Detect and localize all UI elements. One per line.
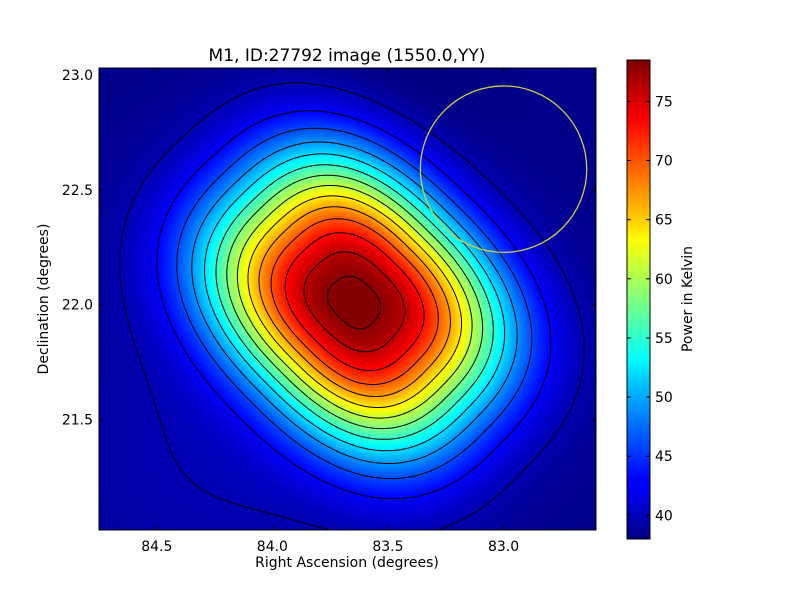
y-tick-label: 22.5 <box>62 183 93 199</box>
colorbar-tick-label: 45 <box>655 449 673 465</box>
colorbar-gradient <box>627 60 650 539</box>
colorbar-label: Power in Kelvin <box>680 246 696 352</box>
y-tick-label: 23.0 <box>62 68 93 84</box>
colorbar-tick-label: 50 <box>655 390 673 406</box>
y-axis: 21.5 22.0 22.5 23.0 <box>62 68 596 429</box>
colorbar-tick-label: 65 <box>655 213 673 229</box>
x-tick-label: 83.5 <box>372 539 403 555</box>
contour-line <box>284 232 425 372</box>
chart-title: M1, ID:27792 image (1550.0,YY) <box>209 46 486 66</box>
contour-line <box>215 164 494 440</box>
y-axis-label: Declination (degrees) <box>36 224 52 375</box>
heatmap-image <box>99 68 596 530</box>
colorbar-tick-label: 60 <box>655 272 673 288</box>
contour-line <box>156 110 552 500</box>
colorbar-tick-label: 70 <box>655 154 673 170</box>
contour-line <box>247 195 462 408</box>
colorbar-tick-label: 55 <box>655 331 673 347</box>
y-tick-label: 22.0 <box>62 298 93 314</box>
colorbar-tick-label: 75 <box>655 94 673 110</box>
x-tick-label: 84.0 <box>257 539 288 555</box>
colorbar-tick-label: 40 <box>655 508 673 524</box>
contour-line <box>119 82 585 530</box>
colorbar-frame <box>626 59 651 540</box>
contour-line <box>258 206 451 397</box>
contour-line <box>191 141 518 464</box>
contour-line <box>204 153 506 452</box>
plot-frame <box>98 67 597 531</box>
x-tick-label: 83.0 <box>488 539 519 555</box>
contour-line <box>326 275 381 330</box>
heatmap-area <box>98 67 597 531</box>
colorbar-ticks: 40 45 50 55 60 65 70 75 <box>627 94 673 524</box>
x-axis-label: Right Ascension (degrees) <box>255 555 439 571</box>
x-tick-label: 84.5 <box>141 539 172 555</box>
colorbar: 40 45 50 55 60 65 70 75 Power in Kelvin <box>626 59 696 540</box>
contour-line <box>236 185 473 419</box>
x-axis: 84.5 84.0 83.5 83.0 <box>141 68 519 555</box>
y-tick-label: 21.5 <box>62 413 93 429</box>
contour-line <box>226 174 484 430</box>
contour-line <box>270 218 439 385</box>
contour-line <box>176 127 533 480</box>
beam-circle <box>419 85 588 254</box>
contour-lines <box>119 82 585 530</box>
contour-line <box>303 251 406 353</box>
